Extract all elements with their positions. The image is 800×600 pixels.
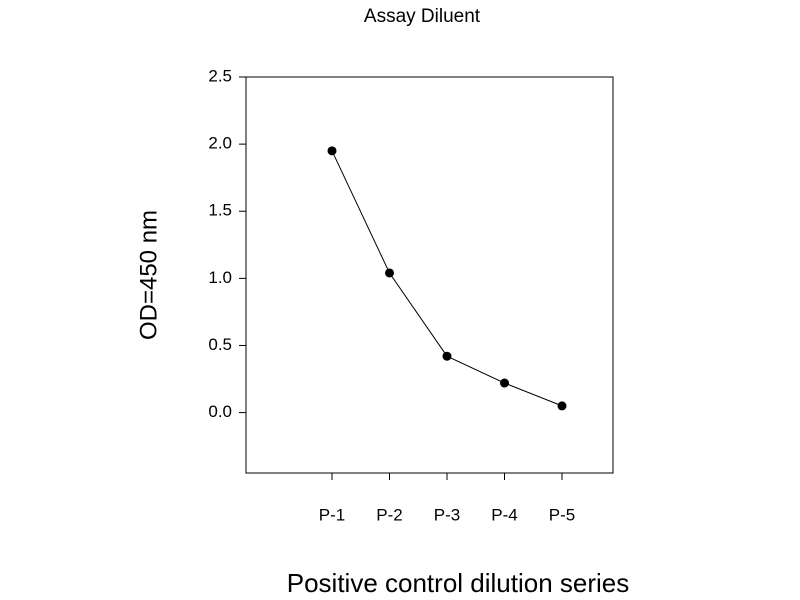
x-tick-label: P-3	[434, 505, 460, 524]
x-tick-label: P-2	[376, 505, 402, 524]
plot-frame	[245, 76, 614, 474]
data-point	[442, 351, 452, 361]
y-tick-label: 0.0	[208, 402, 232, 421]
data-point	[500, 378, 509, 388]
y-tick-label: 1.5	[208, 201, 232, 220]
data-line	[331, 150, 563, 407]
y-axis-label: OD=450 nm	[135, 210, 162, 340]
data-point	[385, 268, 394, 278]
x-tick-label: P-4	[491, 505, 517, 524]
y-tick-label: 0.5	[208, 335, 232, 354]
y-tick-label: 2.0	[208, 134, 232, 153]
x-tick-label: P-1	[319, 505, 345, 524]
x-axis-label: Positive control dilution series	[287, 568, 630, 598]
data-point	[327, 146, 337, 156]
x-tick-label: P-5	[549, 505, 575, 524]
y-tick-label: 1.0	[208, 268, 232, 287]
data-point	[557, 401, 567, 411]
chart-title: Assay Diluent	[364, 6, 481, 27]
y-tick-label: 2.5	[208, 66, 232, 85]
